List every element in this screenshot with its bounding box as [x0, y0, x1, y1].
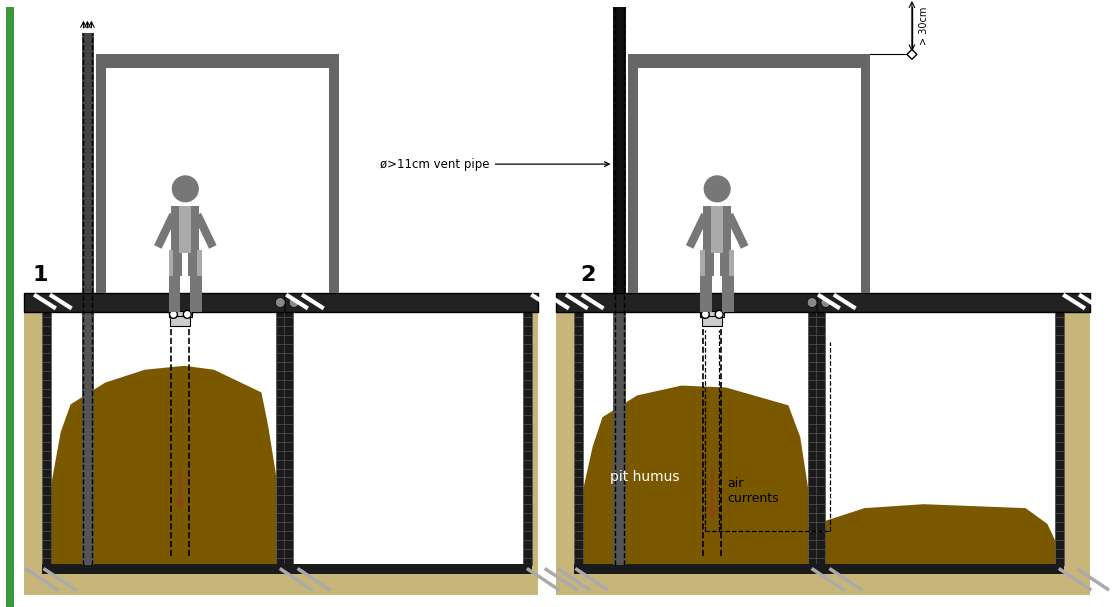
Bar — [612, 0, 628, 6]
Bar — [284, 563, 532, 574]
Bar — [700, 311, 724, 317]
Bar — [197, 250, 202, 276]
Bar — [1072, 313, 1090, 574]
Text: air
currents: air currents — [727, 477, 778, 506]
Text: pit humus: pit humus — [610, 469, 680, 484]
Bar — [96, 60, 106, 293]
Bar — [276, 313, 285, 566]
Bar — [582, 313, 808, 566]
Circle shape — [701, 310, 709, 318]
Bar — [169, 273, 180, 308]
Bar — [169, 250, 173, 276]
Bar — [170, 316, 190, 326]
Bar — [7, 7, 15, 607]
Bar — [82, 33, 94, 293]
Bar — [556, 566, 1090, 595]
Bar — [329, 60, 339, 293]
Bar — [729, 250, 735, 276]
Bar — [50, 313, 276, 566]
Bar — [190, 273, 202, 308]
Circle shape — [704, 176, 730, 202]
Bar — [188, 250, 202, 276]
Polygon shape — [50, 366, 276, 566]
Bar — [574, 563, 817, 574]
Bar — [711, 206, 723, 253]
Polygon shape — [825, 504, 1055, 566]
Bar — [825, 313, 1055, 566]
Circle shape — [170, 310, 178, 318]
Bar — [293, 313, 523, 566]
Bar — [521, 313, 538, 574]
Bar — [816, 563, 1064, 574]
Bar — [190, 305, 202, 313]
Polygon shape — [907, 49, 917, 59]
Bar — [722, 305, 735, 313]
Bar — [25, 293, 538, 313]
Bar — [42, 563, 285, 574]
Bar — [722, 273, 735, 308]
Bar — [720, 250, 735, 276]
Text: > 30cm: > 30cm — [919, 7, 929, 46]
Bar — [25, 313, 42, 574]
Text: 2: 2 — [580, 265, 596, 285]
Circle shape — [821, 297, 831, 308]
Bar — [700, 250, 705, 276]
Bar — [556, 313, 1090, 595]
Polygon shape — [582, 385, 808, 566]
Bar — [169, 250, 182, 276]
Bar — [1055, 313, 1064, 566]
Circle shape — [807, 297, 817, 308]
Bar — [574, 313, 582, 566]
Polygon shape — [907, 0, 917, 3]
Bar — [614, 6, 626, 293]
Bar — [25, 566, 538, 595]
Circle shape — [183, 310, 191, 318]
Circle shape — [275, 297, 285, 308]
Bar — [861, 60, 871, 293]
Bar — [556, 313, 574, 574]
Text: 1: 1 — [32, 265, 48, 285]
Bar — [628, 55, 871, 68]
Bar — [700, 250, 714, 276]
Bar — [523, 313, 532, 566]
Text: ø>11cm vent pipe: ø>11cm vent pipe — [380, 158, 609, 171]
Bar — [702, 316, 722, 326]
Bar — [169, 305, 180, 313]
Bar — [42, 313, 50, 566]
Bar — [169, 311, 192, 317]
Bar — [816, 313, 825, 566]
Bar — [700, 305, 712, 313]
Circle shape — [172, 176, 198, 202]
Bar — [179, 206, 191, 253]
Bar — [82, 293, 94, 566]
Bar — [808, 313, 817, 566]
Bar — [700, 273, 712, 308]
Bar — [284, 313, 293, 566]
Circle shape — [290, 297, 299, 308]
Bar — [628, 60, 638, 293]
Bar — [556, 293, 1090, 313]
Bar — [614, 293, 626, 566]
Bar — [171, 206, 199, 253]
Circle shape — [716, 310, 723, 318]
Bar — [25, 313, 538, 595]
Bar — [703, 206, 731, 253]
Bar — [96, 55, 339, 68]
